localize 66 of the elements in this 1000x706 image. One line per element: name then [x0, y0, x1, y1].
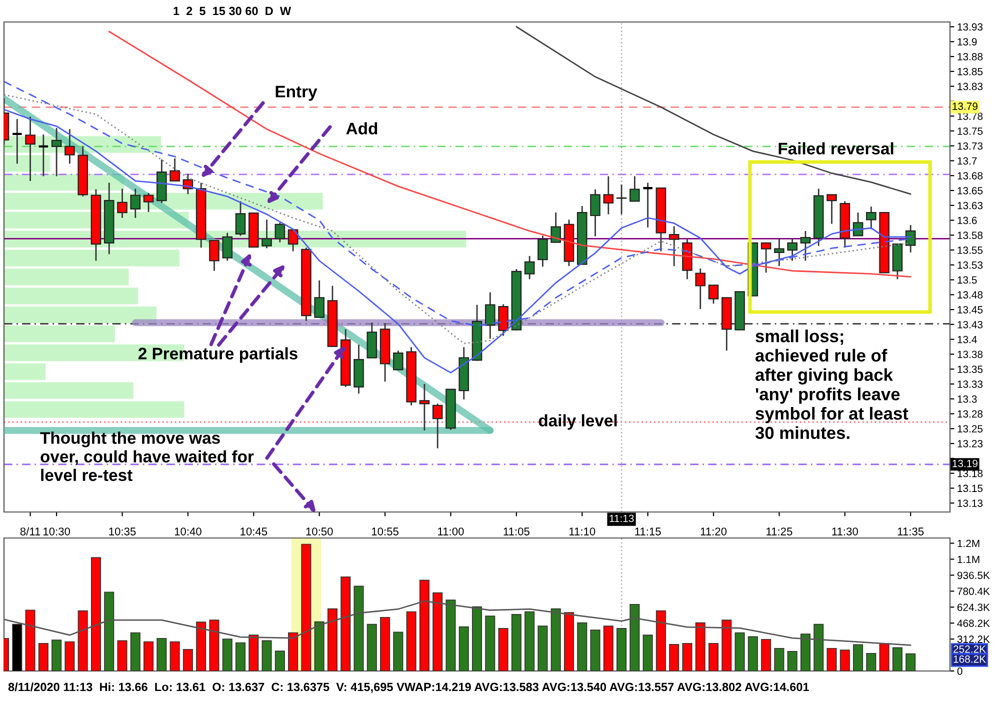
y-tick-label: 13.38 — [958, 350, 983, 358]
x-tick-label: 8/11 — [20, 527, 40, 536]
y-tick-label: 13.48 — [958, 291, 983, 299]
annotation: Entry — [276, 86, 318, 101]
y-tick-label: 13.53 — [958, 261, 983, 269]
y-tick-label: 13.85 — [958, 68, 983, 76]
x-tick-label: 10:50 — [306, 528, 333, 536]
annotation: Add — [346, 122, 378, 134]
x-tick-label: 11:20 — [700, 528, 727, 536]
y-tick-label: 13.9 — [958, 38, 977, 46]
y-tick-label: 13.35 — [958, 366, 983, 373]
text: 1 2 5 15 30 60 D W — [174, 6, 292, 16]
y-tick-label: 13.93 — [958, 23, 983, 31]
y-tick-label: 13.73 — [958, 142, 983, 150]
y-tick-label: 13.28 — [958, 410, 983, 418]
y-tick-label: 13.88 — [958, 53, 983, 60]
x-tick-label: 11:10 — [569, 528, 596, 536]
x-tick-label: 10:35 — [109, 528, 136, 536]
y-tick-label: 1.2M — [958, 540, 980, 548]
y-tick-label: 13.33 — [958, 380, 983, 388]
y-tick-label: 13.55 — [958, 246, 983, 254]
y-tick-label: 13.25 — [958, 425, 983, 433]
y-tick-label: 468.2K — [957, 620, 990, 627]
y-tick-label: 780.4K — [957, 588, 990, 596]
ref-line-label: 13.79 — [952, 102, 978, 110]
ref-line-label: 11:13 — [610, 514, 634, 522]
y-tick-label: 0 — [957, 668, 962, 675]
annotation: small loss; achieved rule of after giving back 'any' profits leave symbol for at least 30 minutes. — [755, 330, 908, 440]
y-tick-label: 13.65 — [958, 186, 983, 194]
y-tick-label: 13.23 — [958, 440, 983, 448]
annotation: 2 Premature partials — [138, 347, 298, 363]
x-tick-label: 11:30 — [832, 528, 858, 536]
y-tick-label: 13.4 — [958, 336, 977, 344]
y-tick-label: 13.6 — [958, 216, 977, 224]
y-tick-label: 13.7 — [958, 157, 977, 165]
x-tick-label: 11:05 — [504, 528, 530, 536]
annotation: Failed reversal — [778, 142, 894, 154]
x-tick-label: 11:35 — [898, 528, 924, 536]
y-tick-label: 13.58 — [958, 232, 983, 240]
y-tick-label: 13.68 — [958, 172, 983, 180]
y-tick-label: 13.63 — [958, 202, 983, 210]
y-tick-label: 13.3 — [958, 395, 977, 403]
y-tick-label: 13.45 — [958, 306, 983, 314]
y-tick-label: 13.75 — [958, 127, 983, 135]
annotation: daily level — [538, 414, 617, 430]
x-tick-label: 11:25 — [766, 528, 792, 536]
y-tick-label: 1.1M — [958, 556, 980, 563]
y-tick-label: 312.2K — [957, 636, 990, 643]
text: 168.2K — [954, 655, 986, 663]
y-tick-label: 13.15 — [958, 484, 983, 492]
x-tick-label: 11:15 — [635, 528, 661, 536]
y-tick-label: 13.43 — [958, 320, 983, 328]
y-tick-label: 13.83 — [958, 82, 983, 90]
y-tick-label: 13.5 — [958, 276, 977, 284]
text: 252.2K — [954, 645, 986, 653]
x-tick-label: 11:00 — [438, 528, 464, 536]
y-tick-label: 624.3K — [957, 604, 990, 612]
text: 8/11/2020 11:13 Hi: 13.66 Lo: 13.61 O: 13.637 C: 13.6375 V: 415,695 VWAP:14.219 AVG:13.583 AVG:13.540 AVG:13.557 AVG:13.802 AVG:14.601 — [8, 682, 809, 693]
y-tick-label: 936.5K — [957, 572, 990, 580]
x-tick-label: 10:45 — [240, 528, 268, 536]
x-tick-label: 10:55 — [372, 528, 398, 536]
x-tick-label: 10:40 — [174, 528, 202, 536]
y-tick-label: 13.13 — [958, 500, 983, 507]
x-tick-label: 10:30 — [44, 528, 70, 536]
ref-line-label: 13.19 — [952, 460, 978, 468]
annotation: Thought the move was over, could have waited for level re-test — [40, 432, 254, 482]
